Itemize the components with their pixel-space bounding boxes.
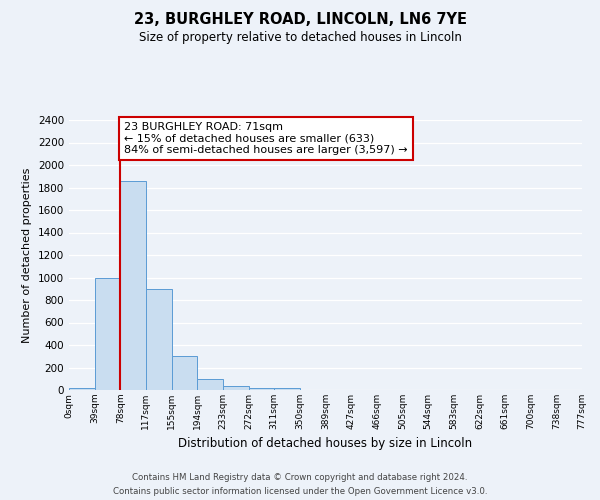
Bar xyxy=(197,379,223,390)
Bar xyxy=(146,289,172,390)
Bar xyxy=(121,180,146,390)
X-axis label: Distribution of detached houses by size in Lincoln: Distribution of detached houses by size … xyxy=(178,438,473,450)
Bar xyxy=(274,388,300,390)
Text: 23, BURGHLEY ROAD, LINCOLN, LN6 7YE: 23, BURGHLEY ROAD, LINCOLN, LN6 7YE xyxy=(133,12,467,28)
Text: Contains public sector information licensed under the Open Government Licence v3: Contains public sector information licen… xyxy=(113,486,487,496)
Bar xyxy=(172,356,197,390)
Bar xyxy=(95,278,121,390)
Bar xyxy=(223,386,248,390)
Bar xyxy=(69,388,95,390)
Text: 23 BURGHLEY ROAD: 71sqm
← 15% of detached houses are smaller (633)
84% of semi-d: 23 BURGHLEY ROAD: 71sqm ← 15% of detache… xyxy=(124,122,408,156)
Text: Size of property relative to detached houses in Lincoln: Size of property relative to detached ho… xyxy=(139,31,461,44)
Y-axis label: Number of detached properties: Number of detached properties xyxy=(22,168,32,342)
Bar xyxy=(248,388,274,390)
Text: Contains HM Land Registry data © Crown copyright and database right 2024.: Contains HM Land Registry data © Crown c… xyxy=(132,472,468,482)
